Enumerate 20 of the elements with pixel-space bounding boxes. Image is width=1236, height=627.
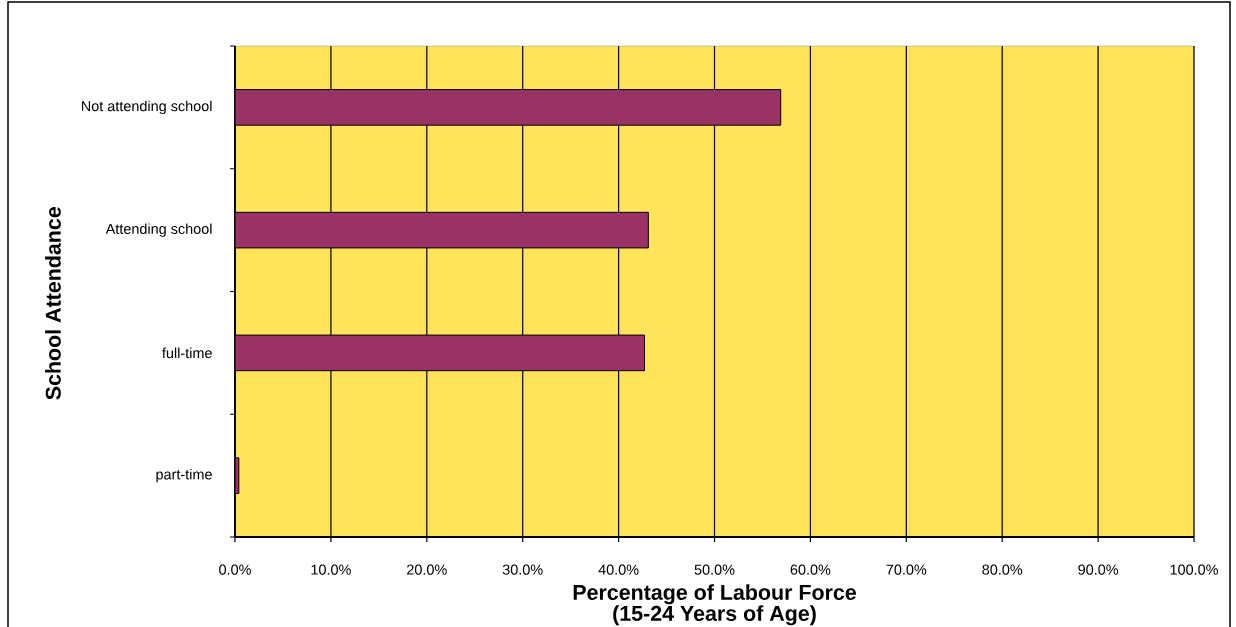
y-axis-title: School Attendance <box>45 207 61 400</box>
x-tick-label: 20.0% <box>407 564 447 575</box>
y-tick-label: Attending school <box>105 223 212 237</box>
x-tick-label: 80.0% <box>982 564 1023 575</box>
y-tick-label: part-time <box>156 468 212 483</box>
y-tick-label: full-time <box>162 347 212 359</box>
x-tick-label: 60.0% <box>790 564 831 575</box>
bar <box>235 89 782 126</box>
bar <box>235 334 645 372</box>
x-axis-title: Percentage of Labour Force (15-24 Years of Age) <box>573 584 856 626</box>
x-tick-label: 100.0% <box>1170 564 1218 575</box>
x-tick-label: 30.0% <box>502 564 543 575</box>
x-tick-label: 0.0% <box>219 564 251 575</box>
y-tick-label: Not attending school <box>81 100 212 115</box>
x-tick-label: 40.0% <box>598 564 639 575</box>
x-tick-label: 90.0% <box>1078 564 1119 575</box>
bar <box>235 211 649 249</box>
x-tick-label: 50.0% <box>694 564 735 575</box>
x-tick-label: 10.0% <box>311 564 351 575</box>
x-tick-label: 70.0% <box>886 564 927 575</box>
